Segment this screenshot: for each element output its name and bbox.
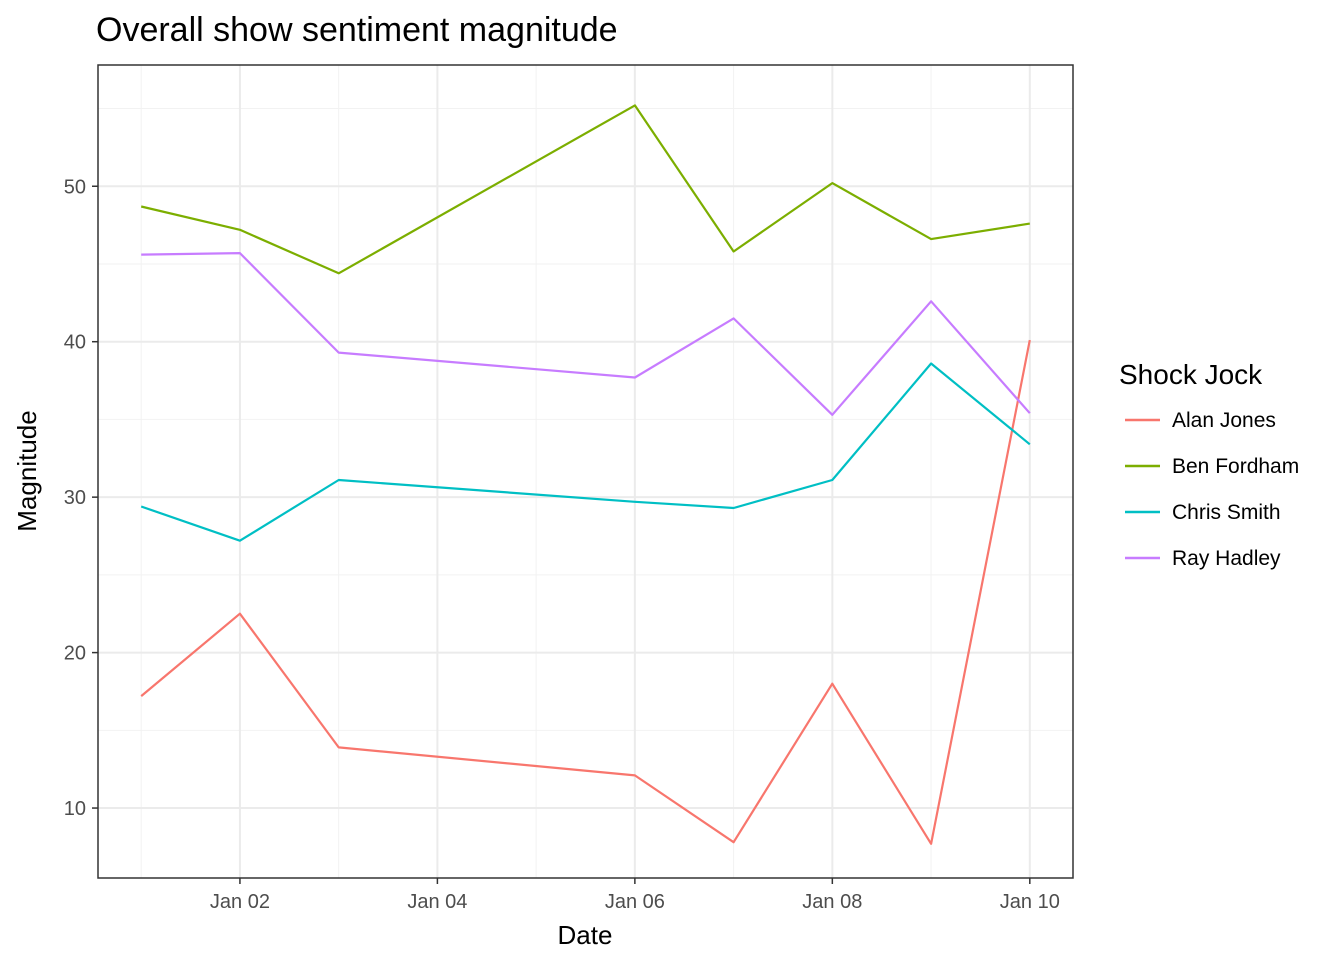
x-tick-label: Jan 10 — [1000, 891, 1060, 913]
x-tick-label: Jan 02 — [210, 891, 270, 913]
x-axis-title: Date — [558, 920, 613, 950]
minor-gridlines — [98, 65, 1073, 878]
series-line-chris-smith — [140, 362, 1031, 542]
legend-label: Alan Jones — [1172, 409, 1276, 432]
y-tick-label: 40 — [64, 332, 86, 354]
legend-label: Ray Hadley — [1172, 547, 1281, 570]
series-lines — [140, 104, 1031, 845]
x-tick-label: Jan 06 — [605, 891, 665, 913]
x-tick-label: Jan 04 — [407, 891, 467, 913]
legend: Shock Jock Alan Jones Ben Fordham Chris Sm… — [1119, 359, 1299, 570]
plot-panel-border — [97, 64, 1074, 879]
series-line-alan-jones — [140, 339, 1031, 845]
legend-label: Chris Smith — [1172, 501, 1281, 524]
chart-title: Overall show sentiment magnitude — [96, 11, 618, 49]
legend-label: Ben Fordham — [1172, 455, 1299, 478]
y-tick-label: 20 — [64, 643, 86, 665]
x-axis-ticks: Jan 02 Jan 04 Jan 06 Jan 08 Jan 10 — [210, 878, 1060, 913]
y-axis-ticks: 10 20 30 40 50 — [64, 176, 98, 820]
legend-title: Shock Jock — [1119, 359, 1263, 390]
y-axis-title: Magnitude — [12, 410, 42, 531]
series-line-ben-fordham — [140, 104, 1030, 275]
major-gridlines — [98, 65, 1073, 878]
series-line-ray-hadley — [141, 252, 1031, 416]
y-tick-label: 50 — [64, 176, 86, 198]
y-tick-label: 30 — [64, 487, 86, 509]
x-tick-label: Jan 08 — [802, 891, 862, 913]
y-tick-label: 10 — [64, 798, 86, 820]
